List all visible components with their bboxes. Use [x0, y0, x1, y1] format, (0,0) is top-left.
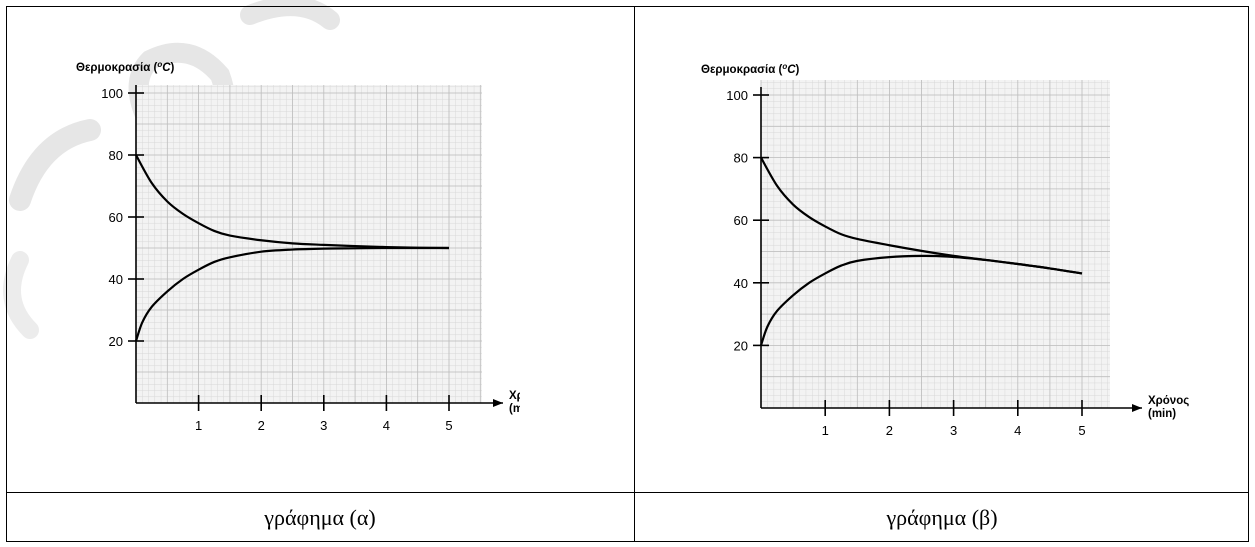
x-tick-label: 4 — [383, 418, 390, 433]
chart-a-x-axis-label: Χρόνος — [509, 390, 520, 402]
chart-a-series-2-line — [134, 246, 449, 342]
y-tick-label: 20 — [109, 334, 123, 349]
chart-a-y-axis-label: Θερμοκρασία (oC) — [76, 60, 175, 75]
chart-b-grid — [760, 80, 1110, 409]
y-label-sup: o — [782, 62, 787, 71]
table-divider-vertical — [634, 6, 635, 542]
x-tick-label: 5 — [445, 418, 452, 433]
y-label-sup: o — [157, 60, 162, 69]
x-tick-label: 3 — [320, 418, 327, 433]
y-tick-label: 100 — [726, 88, 748, 103]
caption-graph-b: γράφημα (β) — [886, 505, 998, 530]
y-label-close: ) — [796, 64, 800, 76]
x-tick-label: 4 — [1014, 423, 1021, 438]
y-label-text: Θερμοκρασία ( — [701, 64, 783, 76]
y-label-unit: C — [162, 62, 171, 74]
x-tick-label: 5 — [1078, 423, 1085, 438]
chart-b-x-axis-arrow — [1132, 404, 1142, 412]
y-tick-label: 60 — [109, 210, 123, 225]
y-label-text: Θερμοκρασία ( — [76, 62, 158, 74]
x-tick-label: 2 — [258, 418, 265, 433]
y-tick-label: 60 — [734, 213, 748, 228]
chart-b-series-2-line — [759, 254, 1083, 346]
x-tick-label: 1 — [195, 418, 202, 433]
y-tick-label: 20 — [734, 338, 748, 353]
x-tick-label: 2 — [886, 423, 893, 438]
chart-b-x-axis-label: Χρόνος — [1148, 395, 1189, 407]
x-tick-label: 3 — [950, 423, 957, 438]
table-frame — [6, 6, 1249, 542]
chart-b-y-axis-label: Θερμοκρασία (oC) — [701, 62, 800, 77]
caption-graph-a: γράφημα (α) — [264, 505, 376, 530]
y-label-unit: C — [787, 64, 796, 76]
chart-b: 20 40 60 80 100 1 2 3 4 5 Θερμοκρασία (oC) Χρόνος(m… — [701, 62, 1189, 439]
y-tick-label: 80 — [109, 148, 123, 163]
chart-a-x-axis-unit: (min) — [509, 403, 520, 415]
chart-a-x-axis-arrow — [493, 399, 503, 407]
x-tick-label: 1 — [822, 423, 829, 438]
y-tick-label: 40 — [109, 272, 123, 287]
y-tick-label: 80 — [734, 151, 748, 166]
y-tick-label: 40 — [734, 276, 748, 291]
grid-background — [761, 80, 1110, 408]
chart-a: 20 40 60 80 100 1 2 3 4 5 Θερμοκρασία (oC) Χρόνος(m… — [76, 60, 520, 434]
y-tick-label: 100 — [101, 86, 123, 101]
chart-b-x-axis-unit: (min) — [1148, 408, 1176, 420]
y-label-close: ) — [171, 62, 175, 74]
table-divider-horizontal — [6, 492, 1249, 493]
